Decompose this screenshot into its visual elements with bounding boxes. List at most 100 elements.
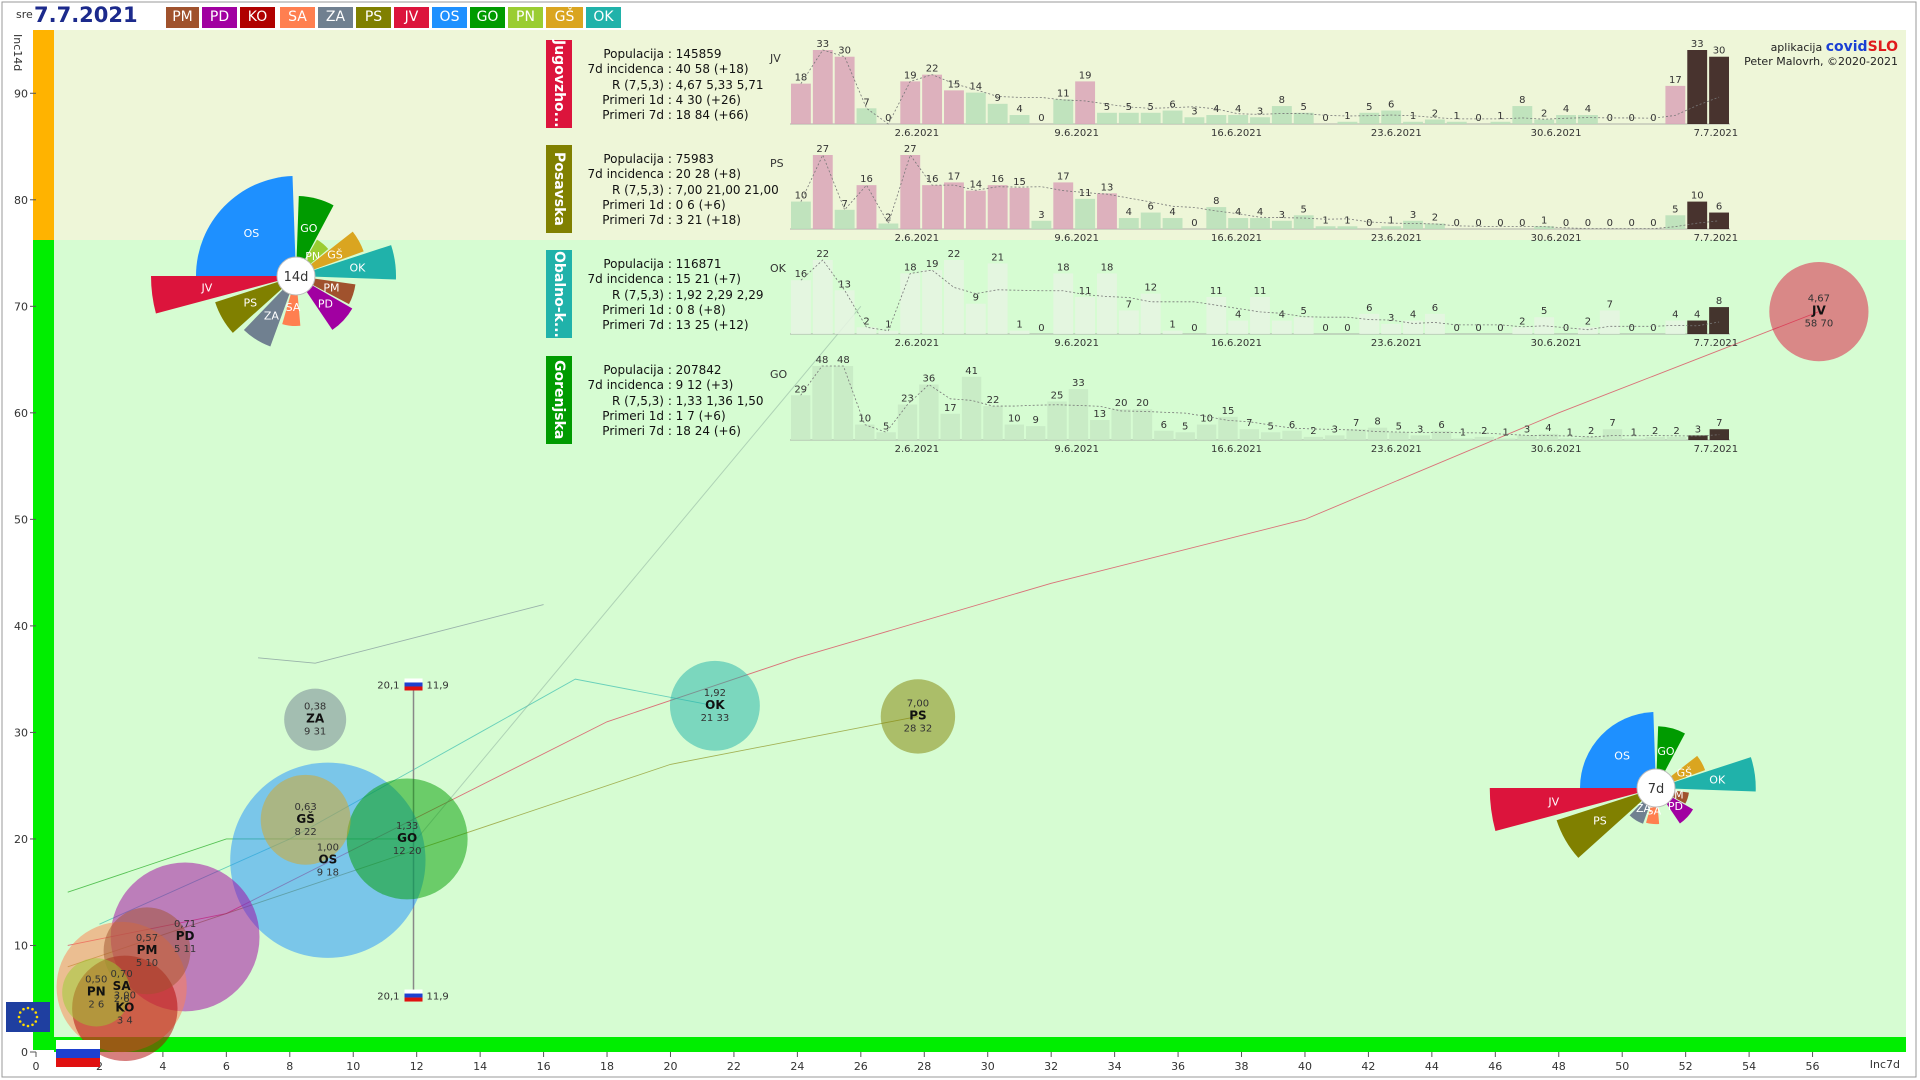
panel-bar-label: 16 [795, 269, 808, 280]
panel-tab-jv[interactable]: Jugovzho... [546, 40, 572, 128]
panel-tab-go[interactable]: Gorenjska [546, 356, 572, 444]
region-button-pm[interactable]: PM [166, 7, 199, 28]
app-name-a[interactable]: covid [1825, 39, 1868, 55]
panel-bar-label: 5 [1366, 102, 1372, 113]
panel-bar [834, 290, 855, 334]
rose-slice-label: OK [1709, 773, 1726, 786]
region-button-pn[interactable]: PN [508, 7, 543, 28]
panel-bar-label: 3 [1388, 313, 1394, 324]
rose-slice-label: GO [1657, 745, 1675, 758]
info-row: Primeri 1d : 0 6 (+6) [580, 198, 779, 213]
panel-bar-label: 2 [1585, 316, 1591, 327]
bubble-jv[interactable] [1769, 262, 1869, 362]
panel-bar-label: 27 [904, 144, 917, 155]
panel-bar [1282, 430, 1302, 440]
info-row: Populacija : 207842 [580, 363, 763, 378]
x-tick-label: 18 [600, 1060, 614, 1073]
rose-slice-ok [1656, 757, 1756, 792]
x-tick-label: 52 [1679, 1060, 1693, 1073]
panel-date-label: 7.7.2021 [1694, 128, 1739, 139]
info-value: : 116871 [664, 257, 722, 271]
panel-bar [1403, 220, 1423, 229]
region-button-pd[interactable]: PD [202, 7, 237, 28]
panel-bar-label: 0 [1628, 218, 1634, 229]
region-button-jv[interactable]: JV [394, 7, 429, 28]
region-button-sa[interactable]: SA [280, 7, 315, 28]
svn-label_top-r: 11,9 [427, 680, 449, 691]
panel-bar [922, 185, 943, 229]
panel-bar [1111, 409, 1131, 440]
panel-date-label: 30.6.2021 [1531, 338, 1582, 349]
panel-tab-ps[interactable]: Posavska [546, 145, 572, 233]
panel-bar [812, 366, 832, 440]
bubble-inc-label: 5 11 [174, 944, 196, 955]
panel-bar [878, 330, 899, 334]
region-button-go[interactable]: GO [470, 7, 505, 28]
panel-tab-ok[interactable]: Obalno-k... [546, 250, 572, 338]
date-label[interactable]: 7.7.2021 [34, 3, 138, 27]
app-name-b[interactable]: SLO [1867, 39, 1898, 55]
panel-bar-label: 23 [901, 394, 914, 405]
bubble-za[interactable] [284, 688, 347, 751]
region-button-gš[interactable]: GŠ [546, 7, 583, 28]
bubble-r-label: 0,38 [304, 702, 326, 713]
region-button-os[interactable]: OS [432, 7, 467, 28]
panel-bar-label: 22 [948, 249, 961, 260]
panel-bar [1206, 207, 1227, 229]
info-row: Primeri 7d : 13 25 (+12) [580, 318, 763, 333]
bubble-code-label: GŠ [296, 811, 315, 826]
panel-bar-label: 15 [1013, 177, 1026, 188]
panel-bar [1293, 112, 1314, 124]
bubble-gš[interactable] [260, 774, 351, 865]
x-tick-label: 6 [223, 1060, 230, 1073]
bubble-inc-label: 9 18 [317, 867, 339, 878]
panel-bar-label: 6 [1432, 303, 1438, 314]
panel-bar-label: 16 [860, 174, 873, 185]
panel-bar-label: 10 [795, 191, 808, 202]
x-tick-label: 16 [537, 1060, 551, 1073]
panel-bar [1293, 317, 1314, 334]
bubble-inc-label: 2 6 [114, 994, 130, 1005]
panel-date-label: 16.6.2021 [1211, 233, 1262, 244]
x-tick-label: 50 [1615, 1060, 1629, 1073]
panel-bar-label: 2 [1519, 316, 1525, 327]
rose-slice-jv [1489, 788, 1656, 832]
panel-bar-label: 7 [1607, 299, 1613, 310]
panel-bar [1075, 198, 1096, 229]
info-row: 7d incidenca : 20 28 (+8) [580, 167, 779, 182]
eu-star [22, 1023, 25, 1027]
panel-bar-label: 5 [1672, 204, 1678, 215]
flag-white [404, 989, 423, 994]
y-tick-label: 50 [14, 513, 28, 526]
trajectory-ok [99, 678, 715, 925]
bubble-pm[interactable] [103, 907, 191, 995]
bubble-ps[interactable] [880, 679, 956, 754]
info-value: : 4,67 5,33 5,71 [664, 77, 764, 92]
x-axis-title: Inc7d [1869, 1058, 1900, 1071]
eu-star [31, 1023, 34, 1027]
panel-bar-label: 4 [1279, 310, 1285, 321]
region-button-ko[interactable]: KO [240, 7, 275, 28]
info-key: 7d incidenca [587, 167, 665, 182]
panel-bar-label: 48 [816, 355, 829, 366]
bubble-inc-label: 5 10 [136, 958, 158, 969]
panel-bar [1004, 424, 1024, 440]
panel-date-label: 7.7.2021 [1694, 233, 1739, 244]
rose-slice-label: JV [1547, 795, 1559, 808]
bubble-r-label: 1,92 [704, 688, 726, 699]
panel-bar-label: 1 [1454, 111, 1460, 122]
panel-bar-label: 0 [1628, 113, 1634, 124]
panel-bar [897, 404, 918, 440]
panel-bar [983, 406, 1003, 440]
panel-bar [1053, 99, 1074, 124]
bubble-r-label: 0,57 [136, 933, 158, 944]
bubble-go[interactable] [346, 778, 468, 900]
bubble-r-label: 0,70 [111, 969, 133, 980]
region-button-ok[interactable]: OK [586, 7, 621, 28]
panel-bar-label: 0 [1563, 323, 1569, 334]
panel-bar-label: 4 [1169, 207, 1175, 218]
region-button-za[interactable]: ZA [318, 7, 353, 28]
bubble-pn[interactable] [62, 958, 131, 1027]
bubble-ok[interactable] [669, 660, 760, 751]
region-button-ps[interactable]: PS [356, 7, 391, 28]
